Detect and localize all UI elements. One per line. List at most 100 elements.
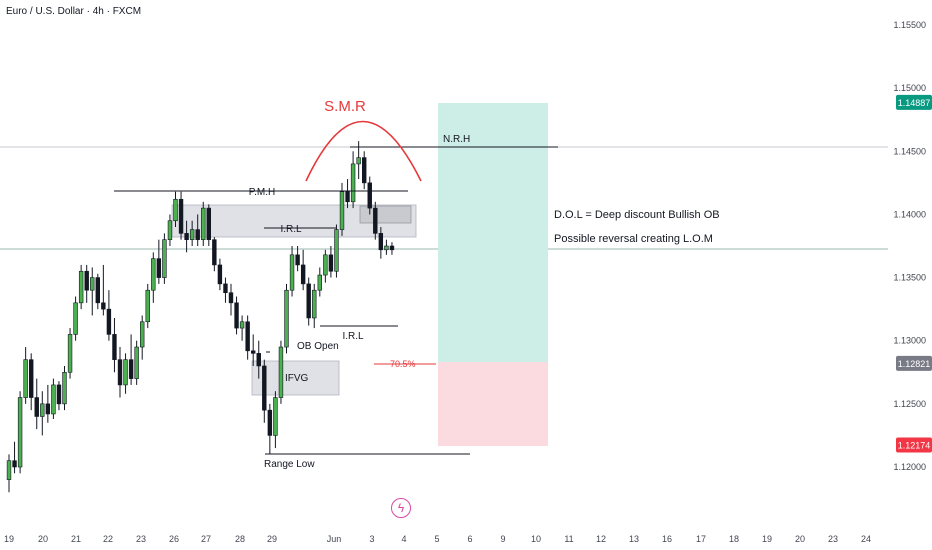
x-tick-label: 4 <box>401 534 406 544</box>
candle <box>162 233 167 284</box>
candle <box>156 239 162 284</box>
ifvg-zone <box>251 360 340 396</box>
candle-bull-body <box>51 384 56 415</box>
candle <box>67 328 73 379</box>
y-tick-label: 1.12500 <box>893 399 926 409</box>
candle-bull-body <box>384 245 389 251</box>
x-tick-label: 21 <box>71 534 81 544</box>
candle-bull-body <box>151 258 156 291</box>
candle-bear-body <box>361 157 367 184</box>
candle <box>295 246 300 272</box>
dol-note: D.O.L = Deep discount Bullish OB <box>554 209 720 221</box>
candle <box>384 239 389 255</box>
candle <box>40 391 45 436</box>
candle-bull-body <box>40 403 45 417</box>
candle <box>262 359 267 423</box>
candle-bear-body <box>251 350 256 354</box>
x-tick-label: 6 <box>467 534 472 544</box>
candle-bear-body <box>345 191 350 203</box>
x-tick-label: 16 <box>662 534 672 544</box>
fib-705-label: 70.5% <box>390 359 416 369</box>
smr-arc <box>305 120 422 182</box>
candle-bear-body <box>12 460 17 468</box>
x-tick-label: 11 <box>564 534 573 544</box>
candle <box>17 391 23 474</box>
candle <box>167 214 173 246</box>
price-badge-label: 1.12821 <box>898 359 931 369</box>
candle <box>6 454 12 493</box>
x-tick-label: 13 <box>629 534 639 544</box>
symbol-title[interactable]: Euro / U.S. Dollar · 4h · FXCM <box>6 6 142 17</box>
x-tick-label: 29 <box>267 534 277 544</box>
candle <box>178 191 184 240</box>
candle <box>117 347 123 398</box>
candle-bull-body <box>140 321 145 348</box>
candle <box>34 378 39 430</box>
candle-bull-body <box>289 254 295 291</box>
candle-bull-body <box>90 277 95 291</box>
candle-bear-body <box>128 359 134 379</box>
irl-upper-label: I.R.L <box>280 224 302 235</box>
candle <box>217 258 223 291</box>
candle-bear-body <box>56 384 62 405</box>
candle <box>62 365 67 411</box>
candle <box>140 315 145 360</box>
candle <box>373 201 378 240</box>
candle <box>189 220 195 246</box>
candle-bear-body <box>300 264 306 285</box>
candle-bear-body <box>328 254 334 272</box>
candle-bear-body <box>373 207 378 234</box>
candle <box>128 334 134 385</box>
candle <box>367 176 372 215</box>
candle-bear-body <box>206 207 211 240</box>
x-tick-label: 26 <box>169 534 179 544</box>
ob-open-label: OB Open <box>297 341 339 352</box>
candle-bear-body <box>256 353 261 367</box>
candle <box>73 296 78 341</box>
candle-bear-body <box>184 233 189 240</box>
candle-bull-body <box>162 239 167 278</box>
x-tick-label: 12 <box>596 534 606 544</box>
y-tick-label: 1.14000 <box>893 209 926 219</box>
candle-bear-body <box>117 359 123 386</box>
x-tick-label: 10 <box>531 534 541 544</box>
nrh-label: N.R.H <box>443 134 470 145</box>
candle <box>56 381 62 411</box>
candle-bull-body <box>189 229 195 240</box>
candle <box>201 201 206 246</box>
candle <box>256 340 261 379</box>
candle-bear-body <box>262 365 267 411</box>
candle <box>95 273 101 310</box>
candle-bull-body <box>317 274 322 291</box>
candle-bull-body <box>73 302 78 335</box>
inner-zone <box>359 205 412 224</box>
candle <box>361 151 367 190</box>
candle-bull-body <box>323 254 328 276</box>
price-badge-label: 1.14887 <box>898 98 931 108</box>
candle-bear-body <box>306 283 311 319</box>
flash-icon[interactable]: ϟ <box>391 498 411 518</box>
candle-bear-body <box>28 359 34 398</box>
x-tick-label: 3 <box>369 534 374 544</box>
candle-bull-body <box>78 270 84 304</box>
candle-bear-body <box>112 334 117 360</box>
x-tick-label: 17 <box>696 534 706 544</box>
candle-bull-body <box>173 198 178 222</box>
candle <box>306 277 311 326</box>
candle <box>350 151 356 209</box>
irl-lower-label: I.R.L <box>342 331 364 342</box>
x-tick-label: 23 <box>136 534 146 544</box>
candle-bear-body <box>245 321 250 352</box>
y-tick-label: 1.13000 <box>893 336 926 346</box>
stop-zone <box>438 362 548 446</box>
candle-bear-body <box>95 277 101 304</box>
candle <box>78 264 84 310</box>
candle <box>334 224 339 278</box>
x-tick-label: 23 <box>828 534 838 544</box>
candle <box>195 214 200 246</box>
candle <box>134 340 139 385</box>
candle <box>312 283 317 329</box>
candle-bear-body <box>45 403 51 415</box>
